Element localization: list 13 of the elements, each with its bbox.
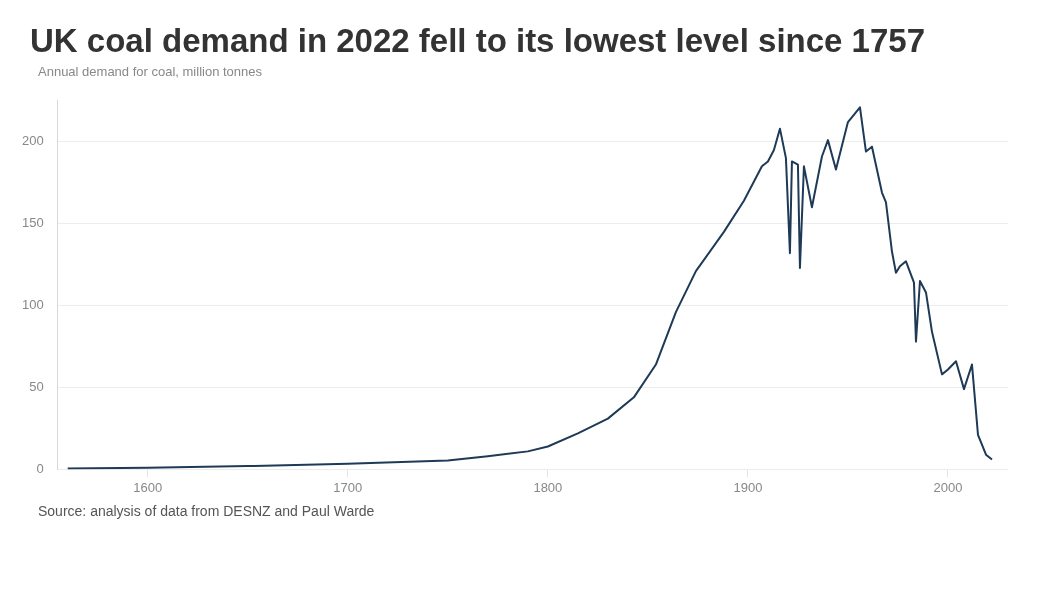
- y-tick-label: 200: [21, 133, 44, 149]
- y-tick-label: 100: [21, 297, 44, 313]
- x-tick-label: 1600: [133, 479, 163, 495]
- x-tick-label: 1900: [733, 479, 763, 495]
- chart-title: UK coal demand in 2022 fell to its lowest level since 1757: [29, 21, 927, 60]
- y-tick-label: 0: [36, 460, 44, 476]
- chart-subtitle: Annual demand for coal, million tonnes: [37, 63, 264, 79]
- x-tick-label: 1800: [533, 479, 563, 495]
- x-tick-label: 1700: [333, 479, 363, 495]
- x-tick-label: 2000: [933, 479, 963, 495]
- source-note: Source: analysis of data from DESNZ and Paul Warde: [37, 502, 376, 519]
- y-tick-label: 150: [21, 215, 44, 231]
- y-tick-label: 50: [29, 379, 44, 395]
